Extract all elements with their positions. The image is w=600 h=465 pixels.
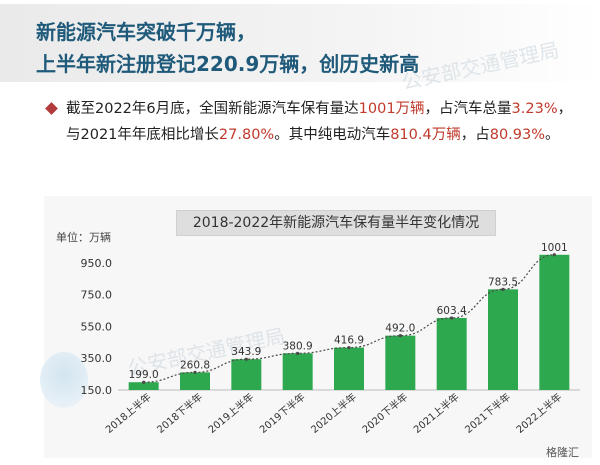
x-tick-label: 2018下半年: [154, 390, 205, 436]
trend-point: [296, 351, 300, 355]
bar-value-label: 380.9: [283, 340, 313, 352]
bar-value-label: 343.9: [231, 346, 261, 358]
source-logo: 格隆汇: [546, 446, 579, 459]
trend-point: [501, 287, 505, 291]
trend-point: [244, 357, 248, 361]
summary-highlight-share: 3.23%: [511, 101, 558, 117]
bar: [334, 347, 364, 390]
summary-highlight-bev-share: 80.93%: [489, 127, 546, 143]
trend-point: [398, 334, 402, 338]
bar-value-label: 260.8: [180, 359, 210, 371]
summary-text-1: 截至2022年6月底，全国新能源汽车保有量达: [66, 101, 359, 117]
x-tick-label: 2019下半年: [257, 390, 308, 436]
trend-point: [142, 380, 146, 384]
summary-text-5: ，占: [460, 127, 490, 143]
summary-paragraph: 截至2022年6月底，全国新能源汽车保有量达1001万辆，占汽车总量3.23%，…: [66, 96, 586, 148]
bar-value-label: 1001: [541, 242, 568, 254]
x-tick-label: 2021下半年: [462, 390, 513, 436]
bar-value-label: 783.5: [488, 276, 518, 288]
summary-text-4: 。其中纯电动汽车: [274, 127, 391, 143]
bar-value-label: 416.9: [334, 335, 364, 347]
bar: [436, 317, 467, 390]
page-title-line-1: 新能源汽车突破千万辆，: [36, 20, 256, 44]
x-tick-label: 2020下半年: [359, 390, 410, 436]
chart-title: 2018-2022年新能源汽车保有量半年变化情况: [176, 210, 496, 236]
trend-point: [450, 316, 454, 320]
trend-point: [347, 345, 351, 350]
bar-value-label: 199.0: [129, 369, 159, 381]
summary-highlight-bev: 810.4万辆: [390, 127, 461, 143]
bar: [180, 372, 210, 390]
bar: [128, 382, 159, 390]
y-tick-label: 950.0: [81, 257, 113, 270]
trend-point: [193, 370, 197, 374]
y-tick-label: 150.0: [81, 384, 113, 397]
bar: [282, 353, 313, 390]
bar-value-label: 603.4: [437, 305, 467, 317]
summary-highlight-growth: 27.80%: [218, 127, 275, 143]
summary-text-3: ，与2021年年底相比增长: [66, 101, 573, 143]
bar-value-label: 492.0: [385, 323, 415, 335]
x-tick-label: 2018上半年: [103, 390, 154, 436]
bar: [231, 359, 262, 390]
x-tick-label: 2021上半年: [411, 390, 462, 436]
x-tick-label: 2019上半年: [205, 390, 256, 436]
summary-highlight-total: 1001万辆: [358, 101, 425, 117]
page-title-line-2: 上半年新注册登记220.9万辆，创历史新高: [36, 52, 420, 76]
y-tick-label: 350.0: [81, 352, 113, 365]
bar: [539, 254, 570, 390]
title-banner: 新能源汽车突破千万辆， 上半年新注册登记220.9万辆，创历史新高: [0, 4, 600, 82]
summary-text-6: 。: [545, 127, 560, 143]
x-tick-label: 2022上半年: [513, 390, 564, 436]
trend-point: [552, 253, 556, 257]
trend-line: [143, 254, 555, 383]
unit-label: 单位：万辆: [56, 231, 111, 244]
y-tick-label: 550.0: [81, 320, 113, 333]
police-mascot-icon: [40, 352, 88, 408]
x-tick-label: 2020上半年: [308, 390, 359, 436]
bar: [385, 335, 416, 390]
bar: [488, 289, 518, 390]
y-tick-label: 750.0: [81, 289, 113, 302]
summary-text-2: ，占汽车总量: [424, 101, 512, 117]
